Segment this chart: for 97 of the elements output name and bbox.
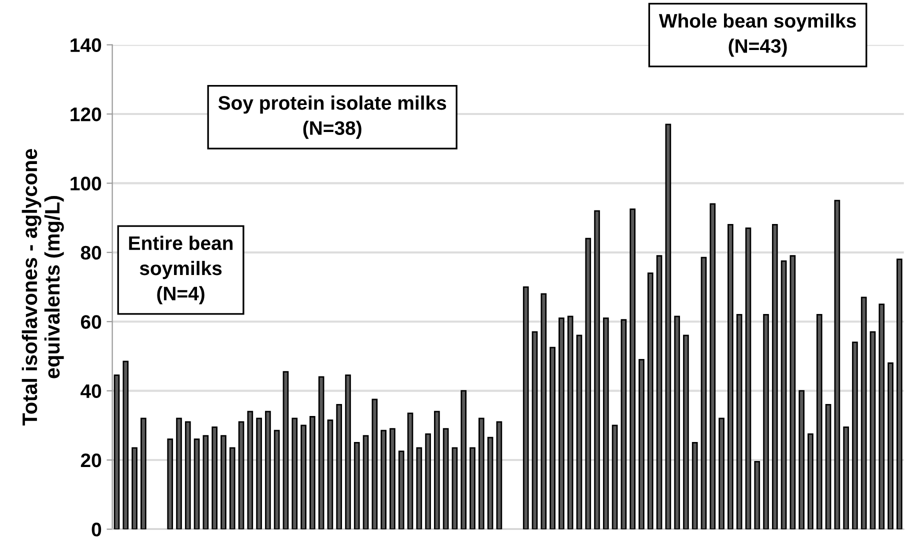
bar: [345, 374, 351, 530]
bar: [790, 255, 796, 530]
bar: [745, 227, 752, 530]
bar: [843, 426, 849, 530]
bar: [825, 404, 832, 530]
y-tick-label: 80: [80, 246, 102, 260]
bar: [567, 316, 574, 530]
bar: [407, 412, 414, 530]
bar: [692, 442, 698, 530]
bar: [425, 433, 431, 530]
bar: [229, 447, 236, 530]
bar: [184, 421, 191, 530]
bar: [710, 203, 716, 530]
bar: [372, 398, 378, 530]
bar: [327, 420, 334, 530]
bar: [834, 200, 840, 530]
bar: [532, 331, 538, 530]
y-tick-label: 140: [70, 38, 102, 52]
bar: [274, 430, 280, 530]
bar: [878, 304, 885, 530]
bar: [585, 238, 592, 530]
bar: [816, 314, 822, 530]
bar: [452, 447, 458, 530]
bar: [416, 447, 422, 530]
bar: [808, 433, 814, 530]
bar: [220, 435, 226, 530]
y-tick-label: 100: [70, 176, 102, 190]
bar: [132, 447, 138, 530]
bar: [122, 360, 129, 530]
bar: [238, 421, 244, 530]
annotation: Soy protein isolate milks (N=38): [218, 96, 446, 139]
bar: [398, 450, 404, 530]
bar: [460, 390, 467, 530]
bar: [558, 317, 564, 530]
bar: [336, 404, 342, 530]
bar: [780, 260, 787, 530]
bar: [390, 428, 396, 530]
bar: [754, 461, 760, 530]
y-tick-label: 20: [80, 453, 102, 468]
bar: [362, 435, 369, 530]
bar: [292, 418, 298, 530]
bar: [612, 424, 618, 530]
bar: [860, 296, 867, 530]
bar: [300, 424, 306, 530]
bar: [478, 418, 484, 530]
bar: [763, 314, 769, 530]
bar: [318, 376, 324, 530]
y-axis-title: Total isoflavones - aglycone equivalents (mg/L): [22, 148, 64, 426]
bar: [630, 208, 636, 530]
bar: [647, 272, 654, 530]
bar: [852, 342, 858, 530]
bar: [487, 436, 494, 530]
bar: [798, 390, 805, 530]
bar: [540, 293, 547, 530]
bar: [656, 255, 662, 530]
bar: [888, 362, 894, 530]
bar: [736, 314, 742, 530]
bar: [603, 317, 609, 530]
bar: [870, 331, 876, 530]
bar: [718, 418, 724, 530]
bar: [496, 421, 502, 530]
bar: [309, 416, 316, 530]
bar: [683, 334, 689, 530]
bar: [114, 374, 120, 530]
bar: [638, 358, 644, 530]
bar: [896, 258, 902, 530]
annotation: Entire bean soymilks (N=4): [129, 236, 233, 304]
y-tick-label: 0: [92, 522, 102, 536]
bar: [442, 428, 449, 530]
bar: [212, 426, 218, 530]
bar: [265, 410, 271, 530]
bar: [354, 442, 360, 530]
bar: [282, 371, 289, 530]
annotation: Whole bean soymilks (N=43): [658, 13, 856, 57]
y-tick-label: 60: [80, 315, 102, 329]
bar: [194, 438, 200, 530]
bar: [434, 410, 440, 530]
bar: [674, 316, 680, 530]
bar: [550, 346, 556, 530]
y-tick-label: 120: [70, 107, 102, 122]
bar: [700, 256, 707, 530]
bar: [380, 430, 386, 530]
bar: [167, 438, 174, 530]
bar: [176, 418, 182, 530]
bar: [665, 124, 672, 530]
bar: [247, 410, 254, 530]
bar: [256, 418, 262, 530]
bar: [522, 286, 529, 530]
bar: [620, 319, 627, 530]
bar: [576, 334, 582, 530]
bar: [594, 210, 600, 530]
bar: [772, 224, 778, 530]
y-tick-label: 40: [80, 384, 102, 398]
bar: [140, 418, 146, 530]
bar: [470, 447, 476, 530]
bar: [202, 435, 209, 530]
bar: [728, 224, 734, 530]
